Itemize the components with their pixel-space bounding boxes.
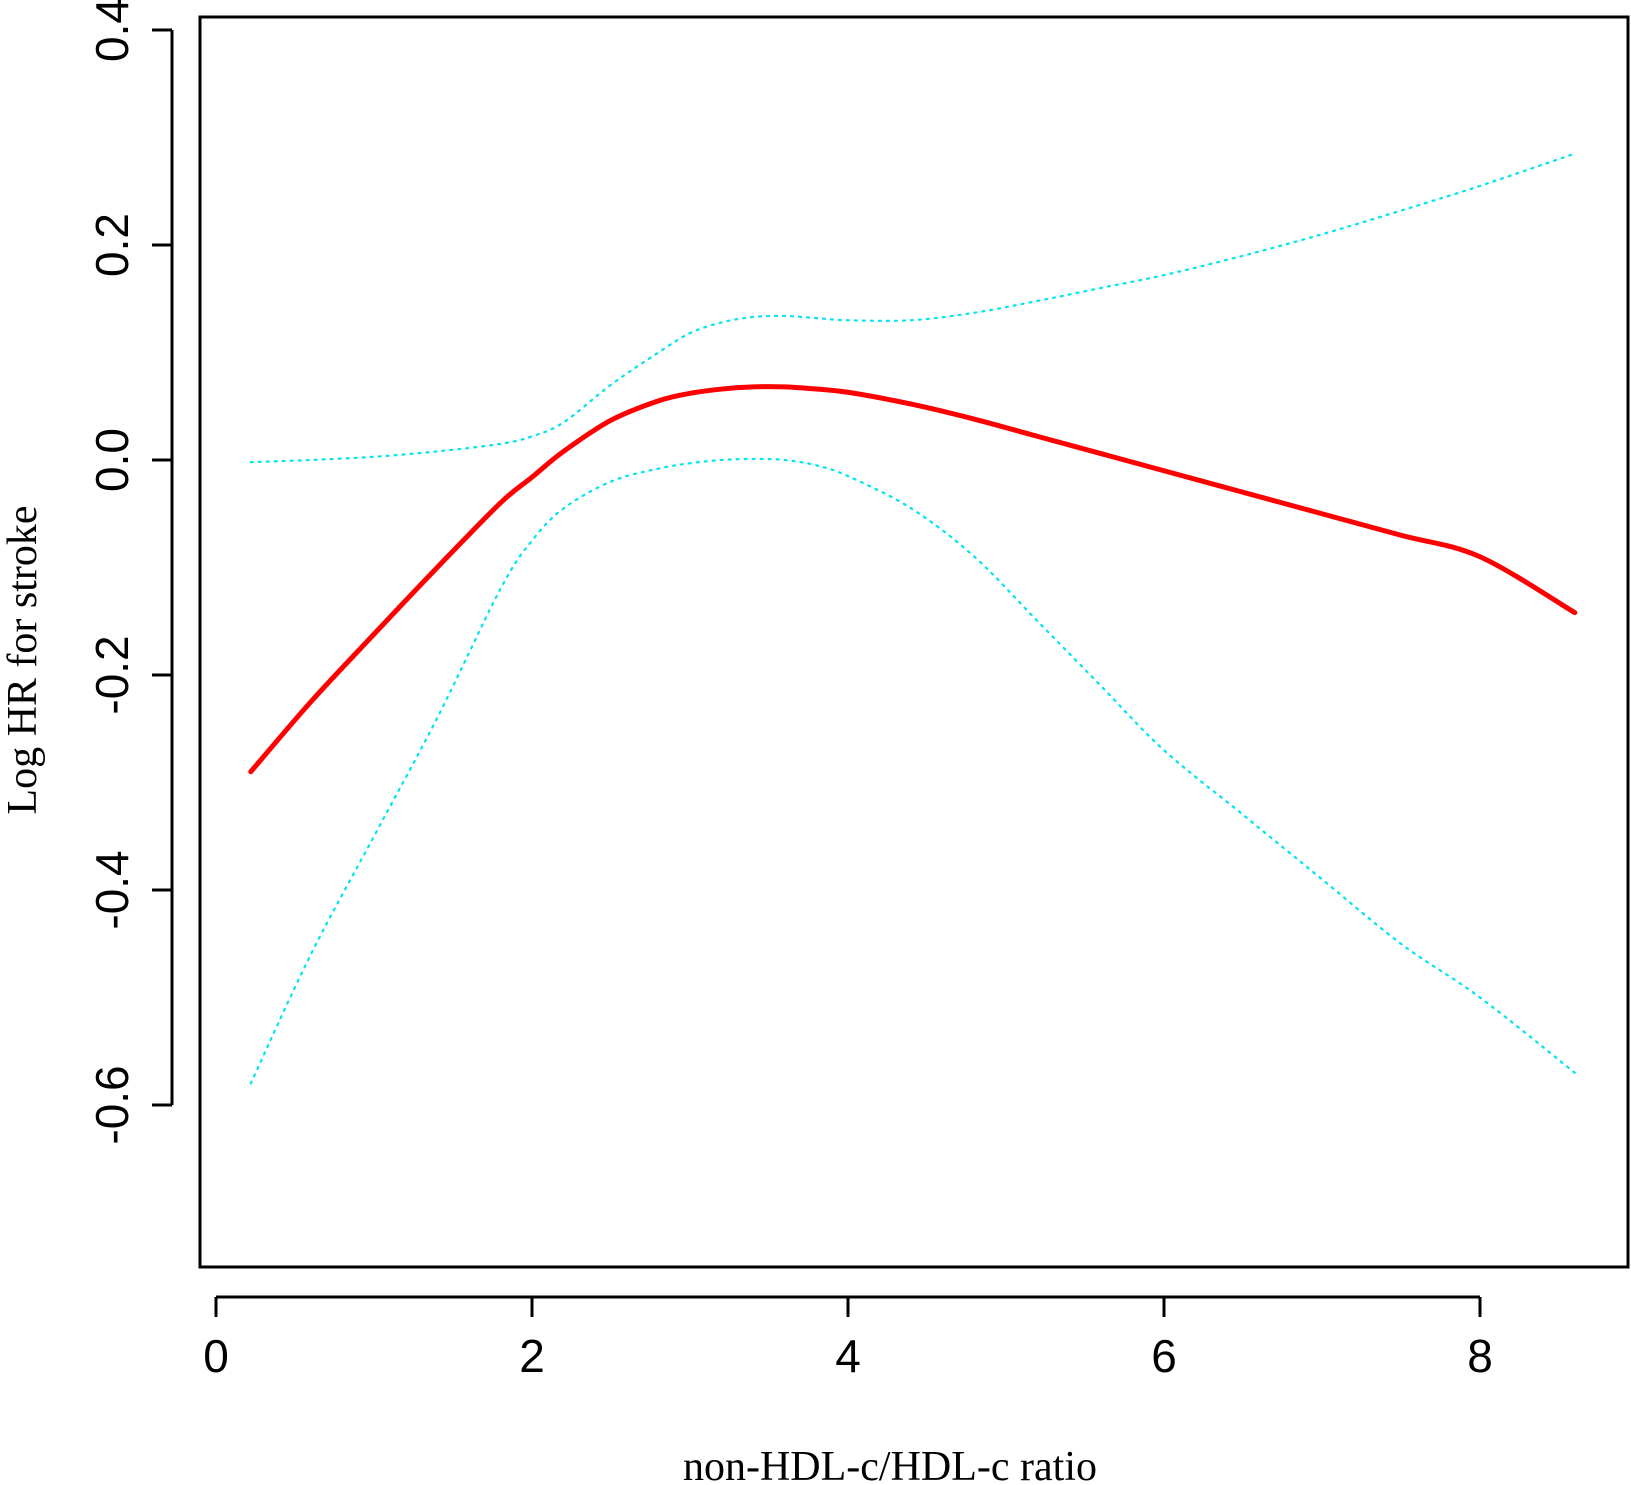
x-axis: 0 2 4 6 8 <box>203 1295 1493 1382</box>
y-axis-title: Log HR for stroke <box>0 505 46 814</box>
estimate-line <box>248 384 1578 775</box>
upper-ci-line <box>249 152 1576 464</box>
y-axis: -0.6 -0.4 -0.2 0.0 0.2 0.4 <box>86 0 174 1145</box>
y-tick-label: -0.2 <box>86 635 138 714</box>
x-tick-label: 8 <box>1467 1330 1493 1382</box>
x-tick-label: 2 <box>519 1330 545 1382</box>
plot-frame <box>198 15 1630 1269</box>
x-tick-label: 6 <box>1151 1330 1177 1382</box>
x-tick-label: 0 <box>203 1330 229 1382</box>
x-axis-title: non-HDL-c/HDL-c ratio <box>683 1444 1097 1485</box>
y-tick-label: 0.0 <box>86 428 138 492</box>
y-tick-label: 0.2 <box>86 213 138 277</box>
y-tick-label: -0.6 <box>86 1065 138 1144</box>
y-tick-label: 0.4 <box>86 0 138 62</box>
y-tick-label: -0.4 <box>86 850 138 929</box>
x-tick-label: 4 <box>835 1330 861 1382</box>
lower-ci-line <box>249 457 1576 1085</box>
series-layer <box>248 152 1578 1085</box>
